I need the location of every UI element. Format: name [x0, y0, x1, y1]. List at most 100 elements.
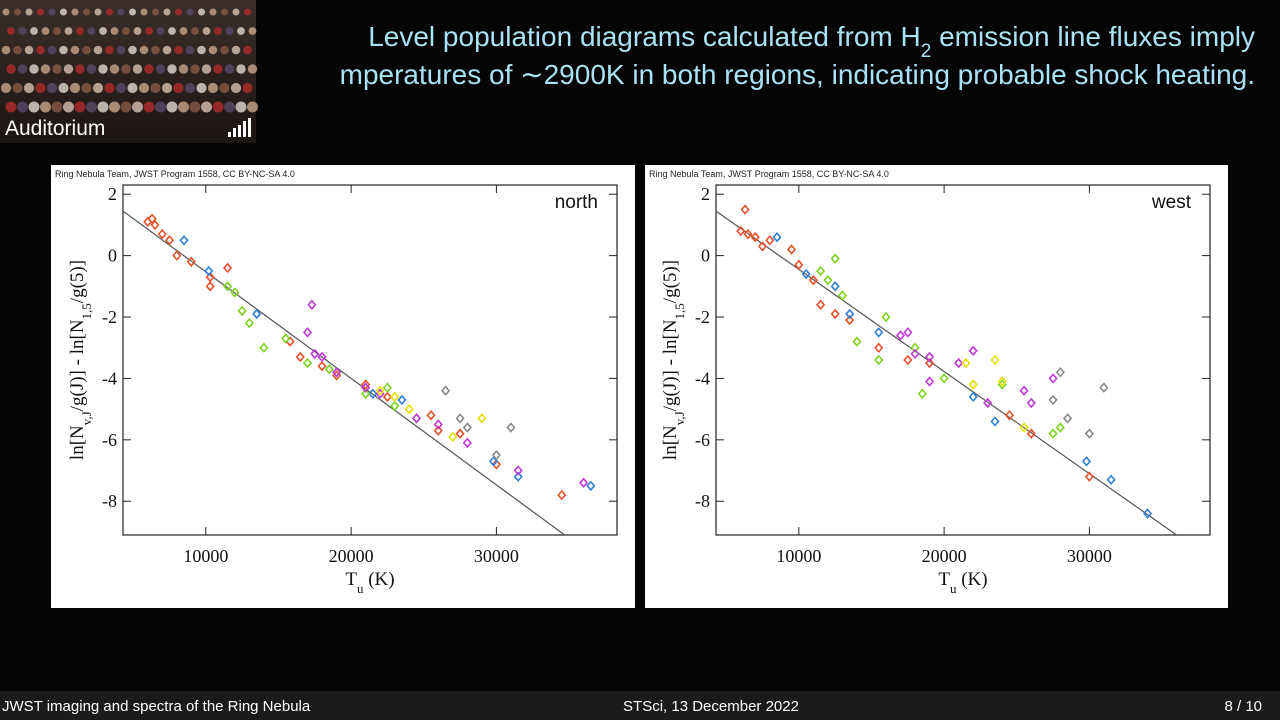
- data-point: [223, 281, 233, 292]
- person: [46, 82, 58, 94]
- data-point: [925, 357, 935, 369]
- data-point: [1019, 385, 1029, 396]
- data-point: [968, 391, 978, 403]
- data-point: [462, 437, 472, 449]
- footer-text: 8 / 10: [1224, 698, 1262, 715]
- data-point: [586, 480, 596, 492]
- data-point: [1055, 422, 1065, 433]
- data-point: [186, 256, 196, 267]
- person: [36, 45, 45, 55]
- y-label-part: 1,5: [672, 303, 687, 319]
- data-point: [252, 308, 262, 320]
- y-tick-label: -2: [102, 307, 117, 327]
- data-point: [1142, 508, 1153, 519]
- plot-area: [123, 210, 596, 535]
- data-point: [455, 413, 465, 424]
- person: [145, 27, 153, 35]
- person: [63, 101, 74, 113]
- camera-label: Auditorium: [5, 117, 105, 140]
- footer: JWST imaging and spectra of the Ring Neb…: [0, 691, 1280, 720]
- person: [7, 27, 15, 35]
- data-point: [150, 219, 160, 231]
- person: [191, 27, 199, 35]
- data-point: [910, 342, 920, 353]
- x-label-part: (K): [363, 569, 394, 590]
- data-point: [390, 391, 400, 403]
- person: [110, 27, 119, 35]
- person: [236, 64, 246, 74]
- person: [109, 101, 120, 113]
- data-point: [237, 305, 247, 317]
- credit: Ring Nebula Team, JWST Program 1558, CC …: [649, 169, 889, 179]
- data-point: [477, 413, 487, 424]
- person: [224, 64, 235, 74]
- data-point: [743, 228, 753, 240]
- data-point: [997, 376, 1007, 387]
- data-point: [786, 244, 797, 255]
- person: [53, 27, 61, 35]
- data-point: [801, 268, 811, 280]
- person: [105, 45, 114, 55]
- person: [82, 45, 91, 55]
- data-point: [903, 354, 913, 366]
- y-label-part: /g(J)] - ln[N: [660, 319, 681, 411]
- data-point: [411, 413, 422, 424]
- data-point: [910, 348, 920, 360]
- data-point: [281, 333, 291, 344]
- data-point: [307, 299, 317, 310]
- data-point: [404, 403, 414, 415]
- person: [40, 64, 51, 74]
- data-point: [440, 385, 451, 396]
- y-label-part: /g(5)]: [67, 260, 88, 303]
- person: [212, 101, 224, 113]
- title-line: Level population diagrams calculated fro…: [368, 21, 1255, 62]
- person: [30, 27, 38, 35]
- person: [59, 45, 68, 55]
- person: [243, 45, 252, 55]
- credit: Ring Nebula Team, JWST Program 1558, CC …: [55, 169, 295, 179]
- person: [97, 101, 109, 113]
- person: [184, 82, 196, 94]
- person: [173, 82, 184, 94]
- person: [244, 8, 251, 16]
- y-tick-label: 2: [701, 184, 710, 204]
- data-point: [557, 489, 567, 501]
- y-tick-label: 2: [108, 184, 117, 204]
- y-label-part: ln[N: [660, 425, 681, 460]
- person: [166, 101, 178, 113]
- title-text: emission line fluxes imply: [931, 21, 1255, 52]
- person: [29, 64, 39, 74]
- data-point: [426, 410, 436, 421]
- data-point: [1084, 471, 1094, 482]
- person: [35, 82, 46, 94]
- y-label-part: /g(J)] - ln[N: [67, 319, 88, 411]
- y-label-part: v,J: [79, 411, 94, 425]
- data-point: [506, 422, 516, 433]
- x-axis-label: Tu (K): [345, 569, 394, 596]
- x-label-part: T: [938, 569, 950, 590]
- person: [161, 82, 173, 94]
- x-tick-label: 10000: [183, 546, 228, 566]
- data-point: [1099, 382, 1109, 393]
- plot-frame: [122, 184, 618, 536]
- data-point: [750, 231, 760, 243]
- person: [186, 8, 194, 16]
- person: [51, 101, 63, 113]
- audience: [0, 8, 258, 113]
- data-point: [765, 235, 775, 246]
- person: [231, 45, 241, 55]
- data-point: [157, 228, 167, 240]
- data-point: [845, 308, 855, 320]
- data-point: [230, 287, 240, 298]
- person: [202, 27, 211, 35]
- person: [64, 27, 73, 35]
- person: [83, 8, 90, 16]
- data-point: [816, 265, 826, 277]
- person: [104, 82, 115, 94]
- data-point: [1055, 367, 1065, 378]
- person: [60, 8, 67, 16]
- x-tick-label: 30000: [1067, 546, 1112, 566]
- person: [235, 101, 247, 113]
- data-point: [925, 351, 935, 363]
